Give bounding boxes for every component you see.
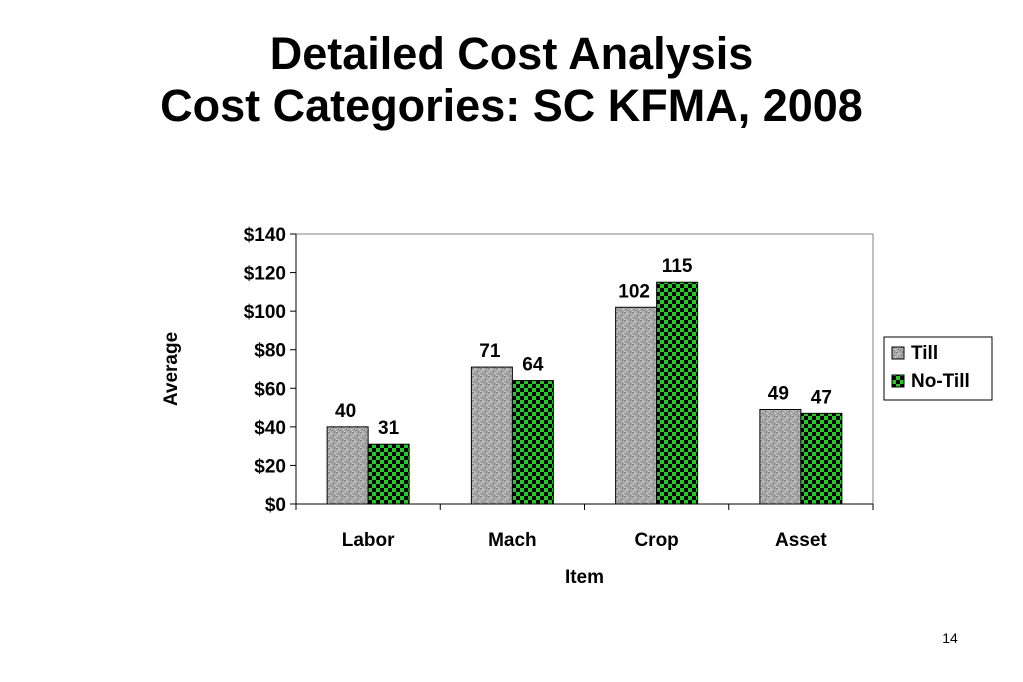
data-label: 47 <box>811 387 832 408</box>
slide-title: Detailed Cost Analysis Cost Categories: … <box>0 28 1023 132</box>
data-label: 31 <box>378 418 400 439</box>
y-tick-label: $0 <box>265 495 286 516</box>
x-tick-label: Mach <box>488 530 537 551</box>
data-label: 102 <box>618 281 650 302</box>
legend-swatch-no-till <box>891 374 905 388</box>
slide-title-line-1: Detailed Cost Analysis <box>269 28 754 79</box>
data-label: 40 <box>335 401 356 422</box>
bar-no-till-asset <box>800 412 843 505</box>
x-tick-label: Crop <box>634 530 678 551</box>
bar-till-labor <box>326 426 369 505</box>
y-tick-label: $140 <box>244 225 286 246</box>
x-tick-label: Asset <box>775 530 827 551</box>
data-label: 71 <box>479 341 501 362</box>
bar-no-till-labor <box>367 443 410 505</box>
slide-title-line-2: Cost Categories: SC KFMA, 2008 <box>160 80 863 131</box>
data-label: 49 <box>768 384 789 405</box>
x-axis-title: Item <box>565 567 604 588</box>
y-tick-label: $20 <box>254 456 286 477</box>
y-tick-label: $60 <box>254 379 286 400</box>
bar-no-till-mach <box>511 380 554 505</box>
bar-till-mach <box>470 366 513 505</box>
y-axis-title: Average <box>161 332 182 406</box>
y-tick-label: $120 <box>244 264 286 285</box>
bar-no-till-crop <box>656 281 699 505</box>
page-number: 14 <box>942 630 958 646</box>
x-tick-label: Labor <box>342 530 395 551</box>
data-label: 64 <box>522 355 544 376</box>
legend-label: No-Till <box>911 371 970 392</box>
legend-swatch-till <box>891 346 905 360</box>
data-label: 115 <box>662 256 693 277</box>
y-tick-label: $100 <box>244 302 286 323</box>
legend: Till No-Till <box>883 336 993 401</box>
bar-till-crop <box>615 306 658 505</box>
bar-till-asset <box>759 409 802 505</box>
y-tick-label: $80 <box>254 341 286 362</box>
y-tick-label: $40 <box>254 418 286 439</box>
legend-label: Till <box>911 343 938 364</box>
